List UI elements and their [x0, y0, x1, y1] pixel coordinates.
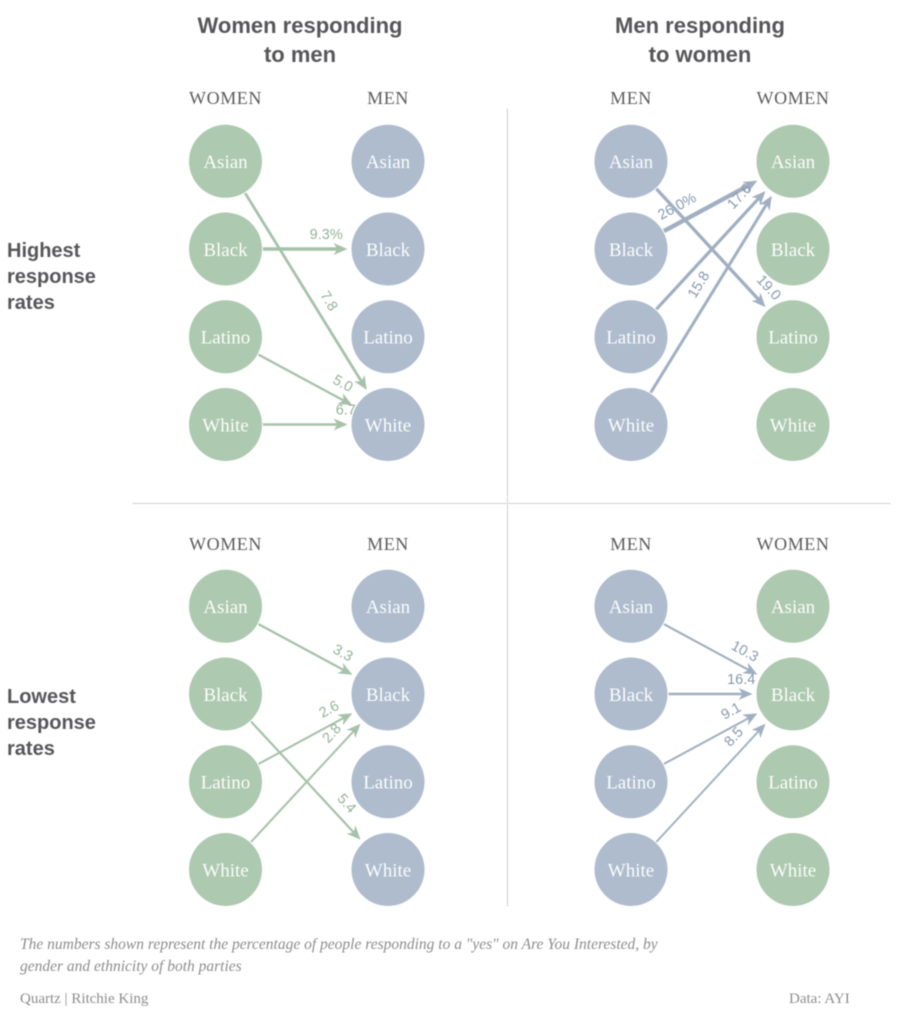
svg-text:Asian: Asian: [609, 597, 654, 618]
svg-text:2.6: 2.6: [317, 698, 342, 722]
svg-text:Black: Black: [366, 685, 411, 706]
svg-text:MEN: MEN: [367, 534, 409, 554]
svg-text:White: White: [202, 860, 248, 881]
svg-text:9.1: 9.1: [719, 700, 744, 724]
svg-text:5.0: 5.0: [330, 372, 355, 396]
svg-text:Latino: Latino: [606, 773, 656, 794]
svg-text:MEN: MEN: [367, 88, 409, 108]
svg-text:Asian: Asian: [771, 152, 816, 173]
svg-text:White: White: [365, 860, 411, 881]
svg-text:7.8: 7.8: [316, 289, 340, 315]
svg-text:WOMEN: WOMEN: [757, 534, 830, 554]
svg-text:Asian: Asian: [203, 152, 248, 173]
svg-text:Black: Black: [366, 240, 411, 261]
svg-text:Asian: Asian: [366, 152, 411, 173]
svg-text:16.4: 16.4: [727, 672, 755, 688]
svg-text:9.3%: 9.3%: [310, 227, 343, 243]
svg-text:Latino: Latino: [201, 773, 251, 794]
svg-text:White: White: [608, 415, 654, 436]
svg-text:White: White: [770, 860, 816, 881]
svg-text:Asian: Asian: [366, 597, 411, 618]
svg-text:Black: Black: [203, 240, 248, 261]
svg-text:Latino: Latino: [363, 328, 413, 349]
svg-text:WOMEN: WOMEN: [757, 88, 830, 108]
svg-text:Latino: Latino: [768, 328, 818, 349]
svg-text:White: White: [202, 415, 248, 436]
svg-text:MEN: MEN: [610, 534, 652, 554]
svg-text:Black: Black: [771, 685, 816, 706]
svg-text:8.5: 8.5: [721, 724, 746, 750]
svg-text:Asian: Asian: [203, 597, 248, 618]
svg-text:Black: Black: [609, 240, 654, 261]
svg-text:Latino: Latino: [363, 773, 413, 794]
svg-text:Black: Black: [203, 685, 248, 706]
svg-text:MEN: MEN: [610, 88, 652, 108]
svg-text:Latino: Latino: [606, 328, 656, 349]
svg-text:WOMEN: WOMEN: [189, 88, 262, 108]
svg-text:3.3: 3.3: [330, 642, 355, 666]
svg-text:2.8: 2.8: [320, 721, 345, 747]
svg-text:Black: Black: [771, 240, 816, 261]
svg-text:Asian: Asian: [771, 597, 816, 618]
svg-text:White: White: [608, 860, 654, 881]
svg-text:WOMEN: WOMEN: [189, 534, 262, 554]
svg-text:White: White: [365, 415, 411, 436]
svg-text:Asian: Asian: [609, 152, 654, 173]
svg-text:Latino: Latino: [768, 773, 818, 794]
svg-text:Black: Black: [609, 685, 654, 706]
svg-text:Latino: Latino: [201, 328, 251, 349]
svg-text:White: White: [770, 415, 816, 436]
